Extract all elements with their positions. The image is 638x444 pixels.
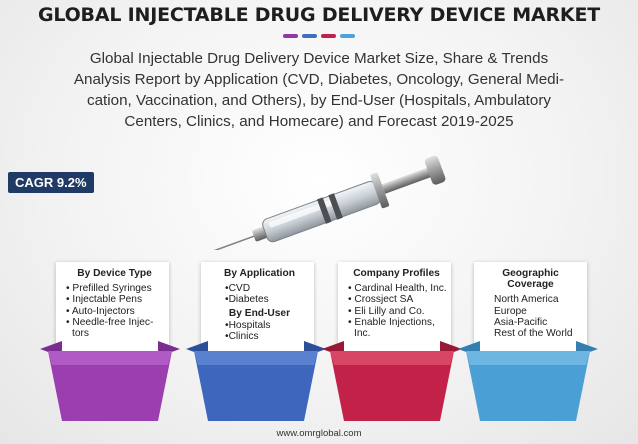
- box-red: [322, 341, 462, 421]
- subtitle: Global Injectable Drug Delivery Device M…: [70, 48, 568, 132]
- list-item: •Hospitals: [225, 319, 271, 331]
- list-item: Asia-Pacific: [494, 316, 548, 328]
- card-subheading: By End-User: [228, 307, 291, 319]
- list-item: • Crossject SA: [348, 294, 414, 306]
- list-item: •CVD: [225, 283, 251, 295]
- card-heading: By Application: [224, 268, 295, 279]
- subtitle-line: cation, Vaccination, and Others), by End…: [87, 92, 551, 109]
- syringe-image: [212, 155, 446, 250]
- subtitle-line: Global Injectable Drug Delivery Device M…: [89, 50, 549, 67]
- subtitle-line: Analysis Report by Application (CVD, Dia…: [73, 71, 565, 88]
- box-light-blue: [458, 341, 598, 421]
- card-application: By Application •CVD •Diabetes By End-Use…: [201, 262, 314, 354]
- title-dashes: [0, 34, 638, 38]
- list-item: •Clinics: [225, 331, 259, 343]
- dash-2: [302, 34, 317, 38]
- cagr-badge: CAGR 9.2%: [8, 172, 94, 193]
- page-title: GLOBAL INJECTABLE DRUG DELIVERY DEVICE M…: [37, 4, 600, 26]
- list-item: Rest of the World: [494, 328, 573, 340]
- card-company-profiles: Company Profiles • Cardinal Health, Inc.…: [338, 262, 451, 354]
- footer-website: www.omrglobal.com: [276, 428, 362, 439]
- list-item: • Cardinal Health, Inc.: [348, 283, 447, 295]
- list-item: •Diabetes: [225, 294, 269, 306]
- card-geographic-coverage: Geographic Coverage North America Europe…: [474, 262, 587, 354]
- list-item: • Enable Injections,: [348, 316, 435, 328]
- list-item: Inc.: [354, 328, 371, 340]
- card-heading: Company Profiles: [353, 268, 440, 279]
- card-heading: By Device Type: [77, 268, 152, 279]
- list-item: • Needle-free Injec-: [66, 316, 154, 328]
- dash-3: [321, 34, 336, 38]
- dash-4: [340, 34, 355, 38]
- card-heading: Geographic Coverage: [502, 268, 559, 291]
- dash-1: [283, 34, 298, 38]
- list-item: Europe: [494, 305, 527, 317]
- list-item: • Eli Lilly and Co.: [348, 305, 425, 317]
- list-item: North America: [494, 294, 559, 306]
- card-device-type: By Device Type • Prefilled Syringes • In…: [56, 262, 169, 354]
- list-item: • Injectable Pens: [66, 294, 143, 306]
- box-blue: [186, 341, 326, 421]
- box-purple: [40, 341, 180, 421]
- subtitle-line: Centers, Clinics, and Homecare) and Fore…: [124, 113, 514, 130]
- list-item: tors: [72, 328, 89, 340]
- list-item: • Prefilled Syringes: [66, 283, 152, 295]
- list-item: • Auto-Injectors: [66, 305, 135, 317]
